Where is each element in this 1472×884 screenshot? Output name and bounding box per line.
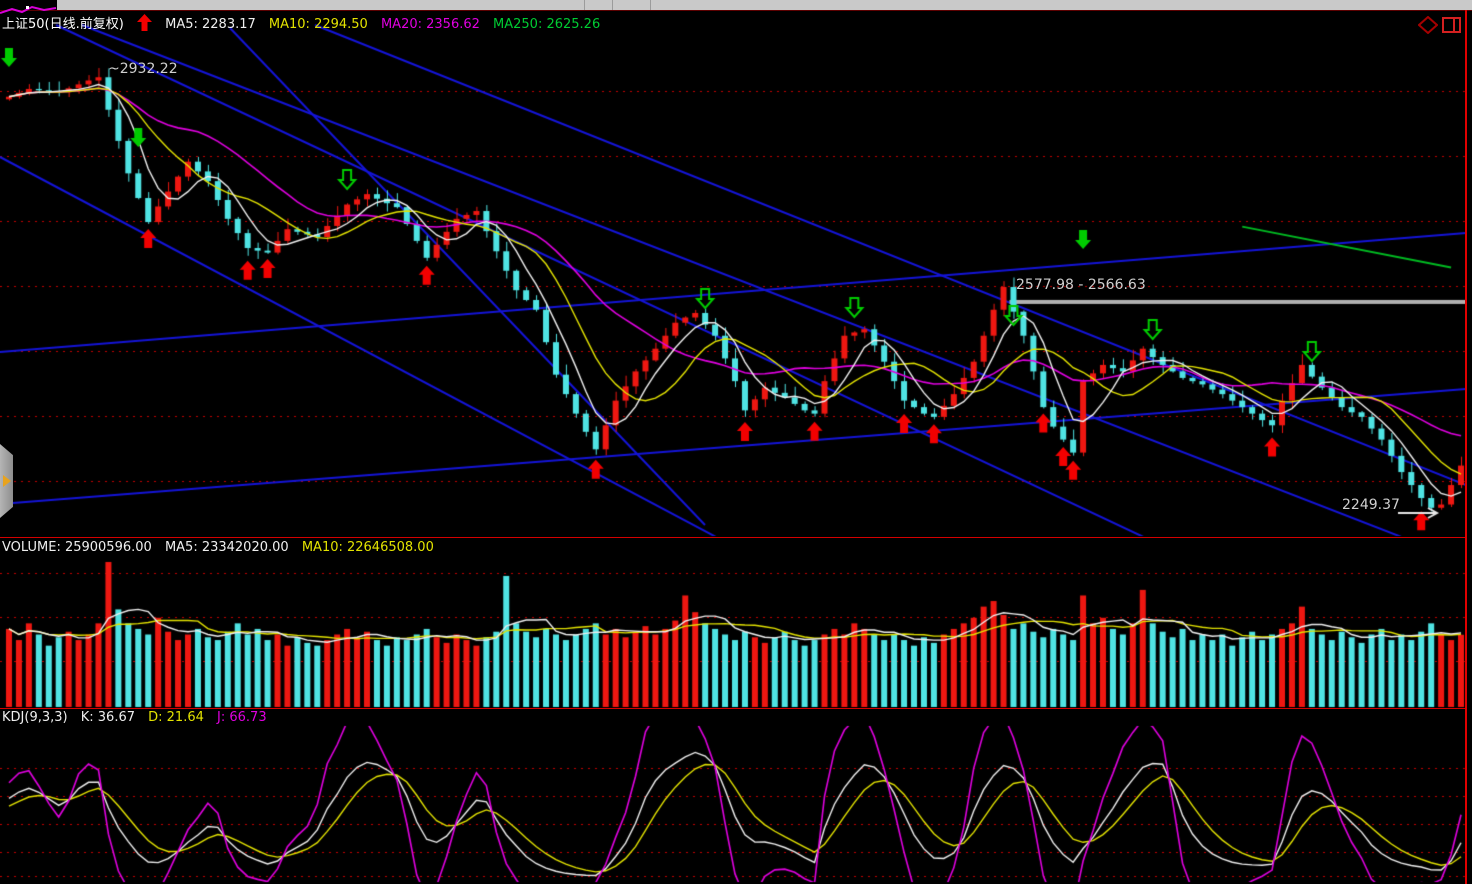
volume-ma5-legend: MA5: 23342020.00 <box>164 540 289 555</box>
kdj-d-value: D: 21.64 <box>148 710 204 725</box>
strip-separator <box>650 0 651 10</box>
sidebar-expand-handle[interactable] <box>0 444 13 518</box>
volume-pane-separator <box>0 537 1466 538</box>
volume-ma10-legend: MA10: 22646508.00 <box>301 540 434 555</box>
kdj-pane-separator <box>0 708 1466 709</box>
symbol-title: 上证50(日线.前复权) <box>2 17 124 32</box>
ma20-legend: MA20: 2356.62 <box>380 17 480 32</box>
ma5-legend: MA5: 2283.17 <box>165 17 256 32</box>
ma250-legend: MA250: 2625.26 <box>493 17 601 32</box>
volume-pane-header: VOLUME: 25900596.00 MA5: 23342020.00 MA1… <box>2 540 443 555</box>
red-up-arrow-icon <box>136 14 152 35</box>
peak-price-label: ~2932.22 <box>108 61 178 77</box>
main-chart-header: 上证50(日线.前复权) MA5: 2283.17 MA10: 2294.50 … <box>2 13 609 35</box>
kdj-pane-header: KDJ(9,3,3) K: 36.67 D: 21.64 J: 66.73 <box>2 710 276 725</box>
volume-value: VOLUME: 25900596.00 <box>2 540 152 555</box>
kdj-j-value: J: 66.73 <box>217 710 267 725</box>
kdj-k-value: K: 36.67 <box>80 710 135 725</box>
kdj-params-label: KDJ(9,3,3) <box>2 710 68 725</box>
low-price-label: 2249.37 <box>1342 497 1400 513</box>
gap-range-label: 2577.98 - 2566.63 <box>1016 277 1146 293</box>
strip-separator <box>584 0 585 10</box>
diamond-window-icon[interactable] <box>1417 15 1439 35</box>
expand-arrow-icon <box>3 475 11 487</box>
split-pane-window-icon[interactable] <box>1442 16 1462 34</box>
ma10-legend: MA10: 2294.50 <box>268 17 368 32</box>
strip-separator <box>612 0 613 10</box>
mini-line-sliver <box>0 5 57 14</box>
top-strip <box>0 0 1472 14</box>
window-right-border <box>1465 10 1467 884</box>
top-strip-chart-sliver <box>0 0 57 14</box>
